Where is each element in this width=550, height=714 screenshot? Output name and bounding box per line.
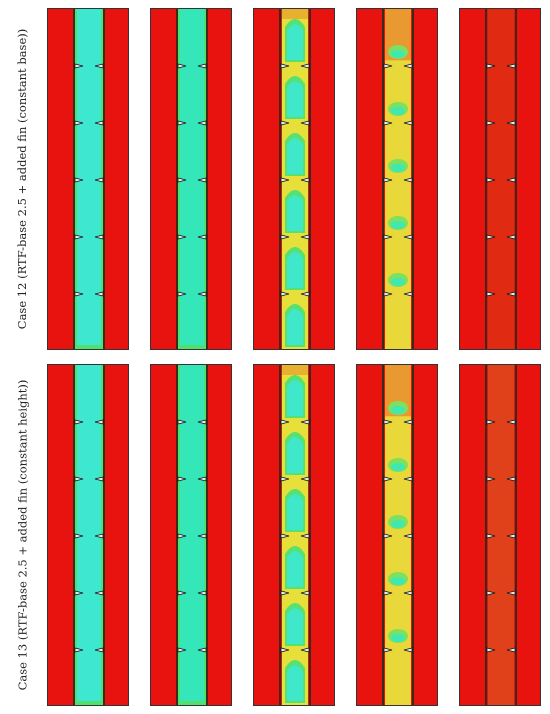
contour-plot <box>254 365 334 705</box>
contour-plot <box>151 9 231 349</box>
contour-plot <box>460 365 540 705</box>
row-label-case-12: Case 12 (RTF-base 2.5 + added fin (const… <box>15 28 29 330</box>
contour-plot <box>151 365 231 705</box>
contour-panel <box>253 364 335 706</box>
contour-panel <box>150 364 232 706</box>
contour-panel <box>459 8 541 350</box>
contour-plot <box>48 365 128 705</box>
contour-plot <box>357 365 437 705</box>
contour-panel <box>47 8 129 350</box>
contour-plot <box>48 9 128 349</box>
contour-panel <box>356 364 438 706</box>
contour-panel <box>459 364 541 706</box>
contour-panel <box>253 8 335 350</box>
contour-plot <box>357 9 437 349</box>
row-label-case-13: Case 13 (RTF-base 2.5 + added fin (const… <box>15 379 30 691</box>
contour-plot <box>460 9 540 349</box>
contour-panel <box>356 8 438 350</box>
contour-plot <box>254 9 334 349</box>
contour-panel <box>150 8 232 350</box>
contour-panel <box>47 364 129 706</box>
